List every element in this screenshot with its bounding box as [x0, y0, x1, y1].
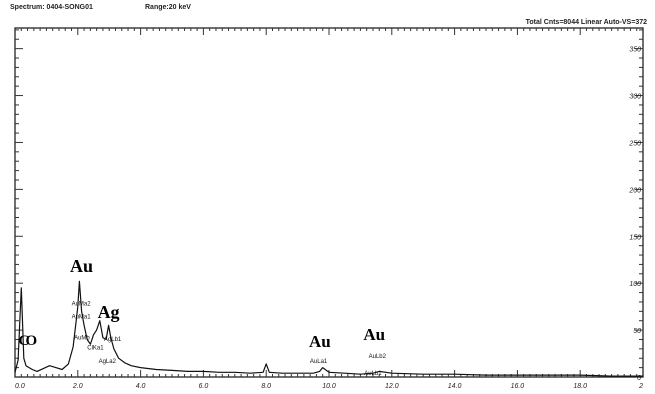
element-label: Au	[363, 325, 385, 344]
x-tick-label: 6.0	[199, 383, 209, 390]
line-label: AuMb	[74, 335, 90, 341]
y-tick-label: 350	[629, 47, 641, 54]
x-tick-label: 14.0	[448, 383, 462, 390]
line-label: AuLb1	[364, 371, 382, 377]
line-label: AgLa2	[99, 359, 117, 365]
y-tick-label: 50	[633, 328, 641, 335]
x-tick-label: 12.0	[385, 383, 399, 390]
element-label: Au	[70, 256, 93, 276]
x-tick-label: 18.0	[573, 383, 587, 390]
plot-frame	[14, 27, 644, 378]
y-tick-label: 150	[629, 234, 641, 241]
line-label: AuMa1	[72, 315, 92, 321]
x-tick-label: 0.0	[15, 383, 25, 390]
x-tick-label: 8.0	[261, 383, 271, 390]
y-tick-label: 300	[629, 94, 641, 101]
y-tick-label: 250	[628, 140, 641, 147]
spectrum-trace	[14, 280, 643, 377]
y-tick-label: 100	[629, 281, 641, 288]
y-tick-label: 0	[637, 375, 641, 382]
line-label: AuMa2	[72, 302, 92, 308]
range-label: Range:20 keV	[145, 4, 191, 11]
x-tick-label: 2	[638, 383, 643, 390]
y-tick-label: 200	[628, 187, 641, 194]
line-label: AuLb2	[369, 354, 387, 360]
element-label: O	[25, 333, 37, 349]
x-tick-label: 10.0	[322, 383, 336, 390]
x-tick-label: 4.0	[136, 383, 146, 390]
element-label: Ag	[98, 302, 120, 322]
line-label: AuLa1	[310, 359, 328, 365]
x-tick-label: 2.0	[72, 383, 83, 390]
element-label: C	[18, 333, 29, 349]
element-label: Au	[309, 332, 331, 351]
total-counts-label: Total Cnts=8044 Linear Auto-VS=372	[525, 19, 647, 26]
x-tick-label: 16.0	[511, 383, 525, 390]
line-label: ClKa1	[87, 346, 104, 352]
spectrum-title: Spectrum: 0404-SONG01	[10, 4, 93, 11]
line-label: AgLb1	[104, 337, 122, 343]
